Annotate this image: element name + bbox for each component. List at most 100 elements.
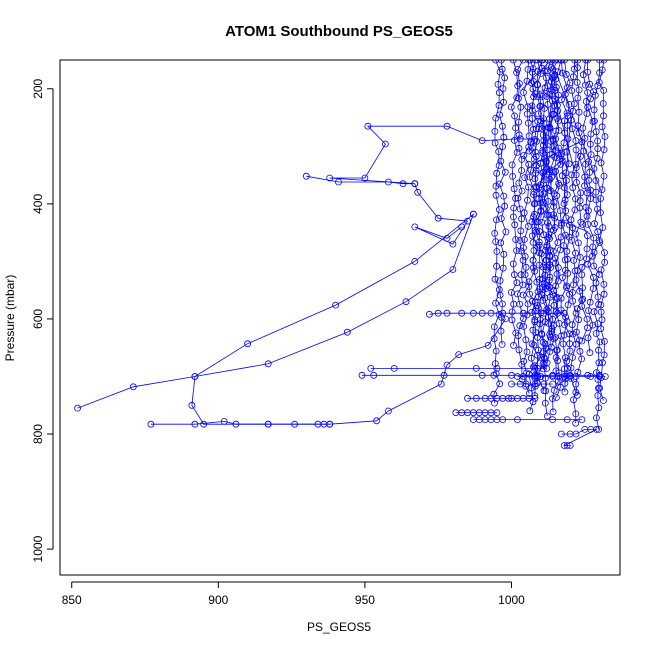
profile-connector — [577, 152, 588, 183]
data-point — [572, 410, 580, 418]
data-point — [594, 228, 602, 236]
data-point — [584, 371, 592, 379]
data-point — [414, 188, 422, 196]
data-point — [496, 180, 504, 188]
data-point — [538, 60, 545, 64]
data-point — [502, 315, 510, 323]
data-point — [536, 103, 544, 110]
data-point — [583, 245, 591, 253]
data-point — [498, 313, 505, 321]
data-point — [542, 176, 550, 184]
data-point — [526, 60, 534, 64]
data-point — [508, 316, 516, 324]
data-point — [533, 379, 541, 387]
data-point — [411, 223, 419, 231]
data-point — [554, 377, 562, 385]
data-point — [575, 108, 583, 116]
data-point — [589, 321, 597, 329]
profile-connector — [563, 116, 572, 199]
data-point — [579, 124, 587, 132]
data-point — [531, 362, 539, 370]
data-point — [594, 293, 602, 301]
chart-title: ATOM1 Southbound PS_GEOS5 — [225, 23, 453, 40]
data-point — [540, 280, 548, 288]
profile-connector — [541, 157, 566, 176]
data-point — [584, 220, 592, 228]
data-point — [584, 260, 592, 268]
data-point — [554, 60, 562, 64]
data-point — [553, 114, 561, 122]
data-point — [244, 340, 252, 348]
data-point — [511, 112, 518, 120]
data-point — [575, 86, 583, 94]
data-point — [484, 341, 492, 349]
data-point — [575, 239, 582, 247]
data-point — [581, 134, 589, 142]
data-point — [546, 331, 554, 338]
data-point — [589, 252, 596, 260]
data-point — [544, 282, 552, 289]
data-point — [523, 348, 531, 356]
data-point — [326, 420, 334, 428]
data-point — [571, 267, 579, 275]
data-point — [529, 85, 537, 93]
data-point — [543, 211, 551, 219]
data-point — [550, 247, 557, 255]
data-point — [584, 103, 592, 111]
data-point — [584, 334, 592, 342]
data-point — [586, 140, 594, 148]
data-point — [437, 380, 445, 388]
data-point — [584, 324, 591, 332]
data-point — [518, 215, 525, 223]
data-point — [547, 264, 555, 271]
data-point — [458, 223, 466, 231]
data-point — [584, 232, 591, 240]
data-point — [499, 264, 507, 272]
data-point — [528, 297, 536, 305]
data-point — [515, 179, 523, 187]
data-point — [572, 419, 580, 427]
data-point — [562, 214, 570, 222]
data-point — [491, 360, 499, 368]
profile-line-7 — [534, 60, 542, 384]
data-point — [561, 379, 569, 387]
profile-connector — [531, 141, 582, 166]
data-point — [443, 234, 451, 242]
data-point — [563, 282, 571, 290]
data-point — [497, 215, 505, 223]
data-point — [547, 328, 555, 335]
data-point — [589, 285, 597, 293]
data-point — [361, 174, 369, 182]
data-point — [595, 359, 603, 367]
data-point — [595, 425, 603, 433]
data-point — [592, 196, 600, 204]
data-point — [534, 218, 542, 226]
data-point — [532, 60, 539, 64]
data-point — [411, 257, 419, 265]
data-point — [594, 137, 601, 145]
data-point — [546, 235, 553, 243]
data-point — [516, 300, 524, 308]
profile-line-22 — [598, 60, 606, 401]
data-point — [590, 234, 598, 242]
data-point — [492, 370, 500, 378]
series-line-0 — [77, 212, 507, 425]
data-point — [264, 420, 272, 428]
data-point — [538, 331, 546, 338]
data-point — [492, 191, 500, 199]
data-point — [590, 262, 598, 270]
data-point — [188, 401, 196, 409]
data-point — [572, 340, 580, 348]
data-point — [497, 60, 505, 64]
data-point — [526, 290, 533, 298]
data-point — [575, 129, 583, 137]
data-point — [384, 178, 392, 186]
data-point — [520, 89, 527, 96]
profile-connector — [541, 89, 553, 100]
data-point — [443, 309, 451, 317]
data-point — [512, 194, 519, 202]
y-axis: 200 400 600 800 1000 — [31, 78, 54, 562]
data-point — [550, 226, 557, 234]
data-point — [528, 232, 536, 240]
data-point — [508, 161, 516, 169]
